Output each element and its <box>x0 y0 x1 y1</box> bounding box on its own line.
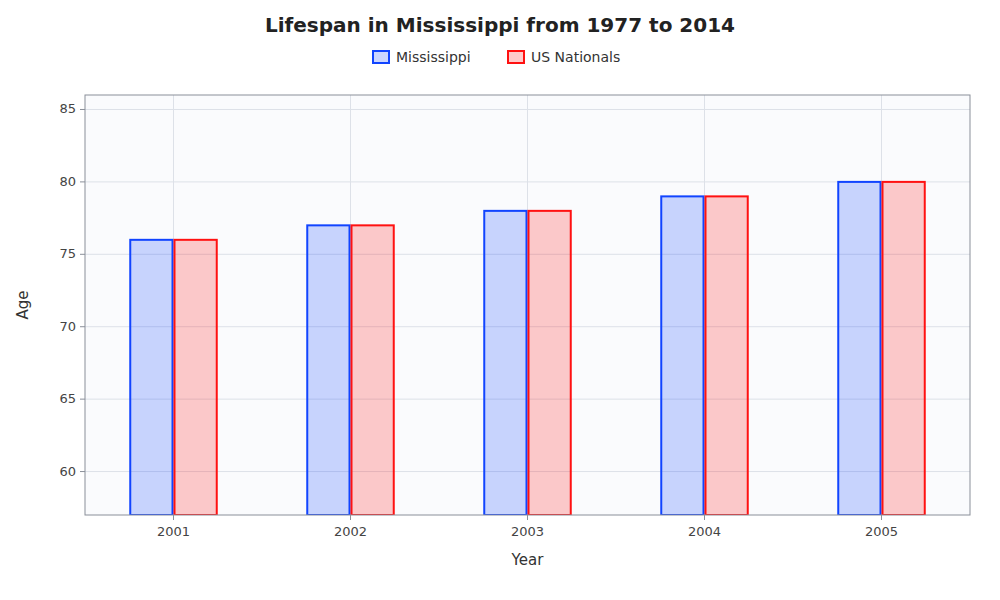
x-tick-label: 2004 <box>688 524 721 539</box>
bar <box>175 240 217 515</box>
x-tick-label: 2003 <box>511 524 544 539</box>
bar <box>838 182 880 515</box>
y-tick <box>80 109 85 110</box>
chart-title: Lifespan in Mississippi from 1977 to 201… <box>265 13 735 37</box>
y-tick <box>80 181 85 182</box>
x-tick-label: 2002 <box>334 524 367 539</box>
y-tick-label: 70 <box>59 319 76 334</box>
bar <box>661 196 703 515</box>
y-tick-label: 75 <box>59 246 76 261</box>
legend: Mississippi US Nationals <box>373 49 620 65</box>
plot-frame <box>85 95 970 515</box>
y-tick <box>80 254 85 255</box>
chart-container: 60 65 70 75 80 85 2001 2002 2003 2004 2005 Year Age L… <box>0 0 1000 600</box>
bar <box>529 211 571 515</box>
y-tick-label: 85 <box>59 101 76 116</box>
y-axis-label: Age <box>14 290 32 319</box>
chart-svg: 60 65 70 75 80 85 2001 2002 2003 2004 2005 Year Age L… <box>0 0 1000 600</box>
x-tick <box>527 515 528 520</box>
x-tick <box>173 515 174 520</box>
bars <box>130 182 925 515</box>
y-axis: 60 65 70 75 80 85 <box>59 101 85 478</box>
x-tick-label: 2005 <box>865 524 898 539</box>
y-tick <box>80 471 85 472</box>
x-tick <box>704 515 705 520</box>
legend-label: Mississippi <box>396 49 471 65</box>
x-tick <box>350 515 351 520</box>
bar <box>883 182 925 515</box>
x-tick-label: 2001 <box>157 524 190 539</box>
y-tick-label: 80 <box>59 174 76 189</box>
y-tick <box>80 399 85 400</box>
bar <box>484 211 526 515</box>
bar <box>706 196 748 515</box>
bar <box>352 225 394 515</box>
y-tick-label: 65 <box>59 391 76 406</box>
y-tick-label: 60 <box>59 464 76 479</box>
legend-label: US Nationals <box>531 49 620 65</box>
x-axis-label: Year <box>511 551 545 569</box>
grid <box>85 95 970 515</box>
x-tick <box>881 515 882 520</box>
legend-swatch <box>508 51 524 63</box>
plot-background <box>85 95 970 515</box>
x-axis: 2001 2002 2003 2004 2005 <box>157 515 898 539</box>
legend-swatch <box>373 51 389 63</box>
y-tick <box>80 326 85 327</box>
bar <box>130 240 172 515</box>
bar <box>307 225 349 515</box>
